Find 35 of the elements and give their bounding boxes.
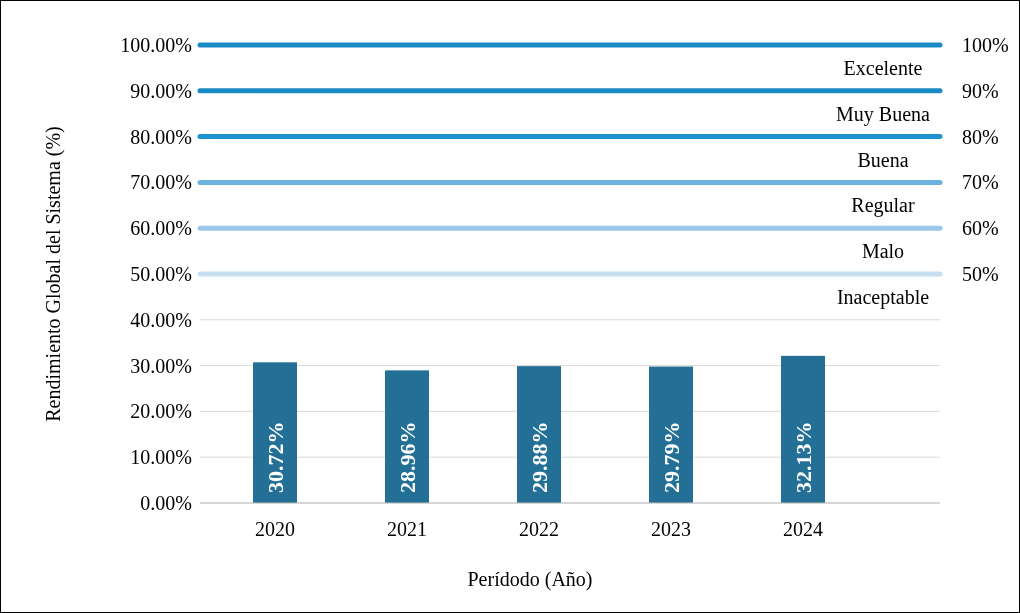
annotation: Excelente bbox=[843, 57, 923, 79]
data-label: 32.13% bbox=[790, 421, 816, 493]
x-tick-label: 2022 bbox=[519, 518, 559, 540]
data-label: 29.79% bbox=[658, 421, 684, 493]
y2-tick-label: 70% bbox=[962, 171, 999, 194]
y-tick-label: 100.00% bbox=[120, 34, 192, 56]
y2-tick-label: 60% bbox=[962, 217, 999, 240]
annotation: Malo bbox=[861, 240, 905, 263]
x-tick-label: 2020 bbox=[255, 518, 295, 540]
data-label: 28.96% bbox=[394, 421, 420, 493]
x-axis-title: Perídodo (Año) bbox=[467, 568, 593, 591]
annotation: Muy Buena bbox=[836, 102, 931, 126]
data-label: 30.72% bbox=[262, 421, 288, 493]
y-tick-label: 40.00% bbox=[130, 308, 192, 331]
y-tick-label: 10.00% bbox=[130, 446, 192, 469]
x-tick-label: 2024 bbox=[783, 518, 823, 540]
y-tick-label: 50.00% bbox=[130, 263, 192, 285]
y-axis-title: Rendimiento Global del Sistema (%) bbox=[42, 126, 65, 422]
y-tick-label: 0.00% bbox=[140, 492, 192, 514]
annotation: Regular bbox=[851, 194, 915, 218]
y-tick-label: 30.00% bbox=[130, 354, 192, 377]
y2-tick-label: 100% bbox=[962, 34, 1009, 56]
y2-tick-label: 90% bbox=[962, 79, 999, 102]
data-label: 29.88% bbox=[526, 421, 552, 493]
y2-tick-label: 80% bbox=[962, 125, 999, 148]
y2-tick-label: 50% bbox=[962, 263, 999, 285]
x-tick-label: 2023 bbox=[651, 518, 691, 540]
annotation: Buena bbox=[857, 148, 909, 171]
x-tick-label: 2021 bbox=[387, 518, 427, 540]
y-tick-label: 20.00% bbox=[130, 400, 192, 423]
y-tick-label: 60.00% bbox=[130, 217, 192, 240]
y-tick-label: 90.00% bbox=[130, 79, 192, 102]
y-tick-label: 80.00% bbox=[130, 125, 192, 148]
annotation: Inaceptable bbox=[836, 286, 930, 309]
y-tick-label: 70.00% bbox=[130, 171, 192, 194]
